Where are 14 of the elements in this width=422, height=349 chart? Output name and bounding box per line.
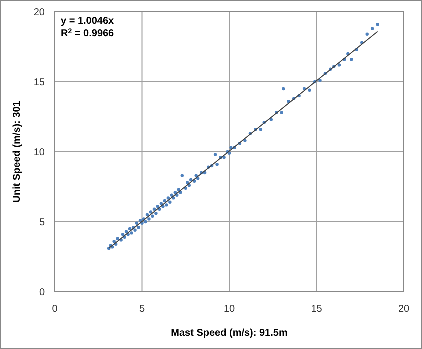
annotation: y = 1.0046x	[61, 16, 115, 27]
x-tick-label: 10	[224, 304, 236, 315]
x-tick-label: 15	[311, 304, 323, 315]
y-axis-title: Unit Speed (m/s): 301	[12, 100, 23, 203]
y-tick-label: 15	[34, 78, 46, 88]
annotation: R$^{2}$ = 0.9966	[61, 28, 115, 40]
y-tick-label: 0	[39, 288, 46, 298]
y-tick-label: 20	[34, 8, 46, 18]
x-tick-label: 20	[398, 304, 410, 315]
y-tick-label: 10	[34, 148, 46, 158]
y-tick-label: 5	[39, 218, 46, 228]
x-tick-label: 0	[52, 304, 58, 315]
x-axis-title: Mast Speed (m/s): 91.5m	[171, 328, 288, 339]
x-tick-label: 5	[139, 304, 146, 315]
